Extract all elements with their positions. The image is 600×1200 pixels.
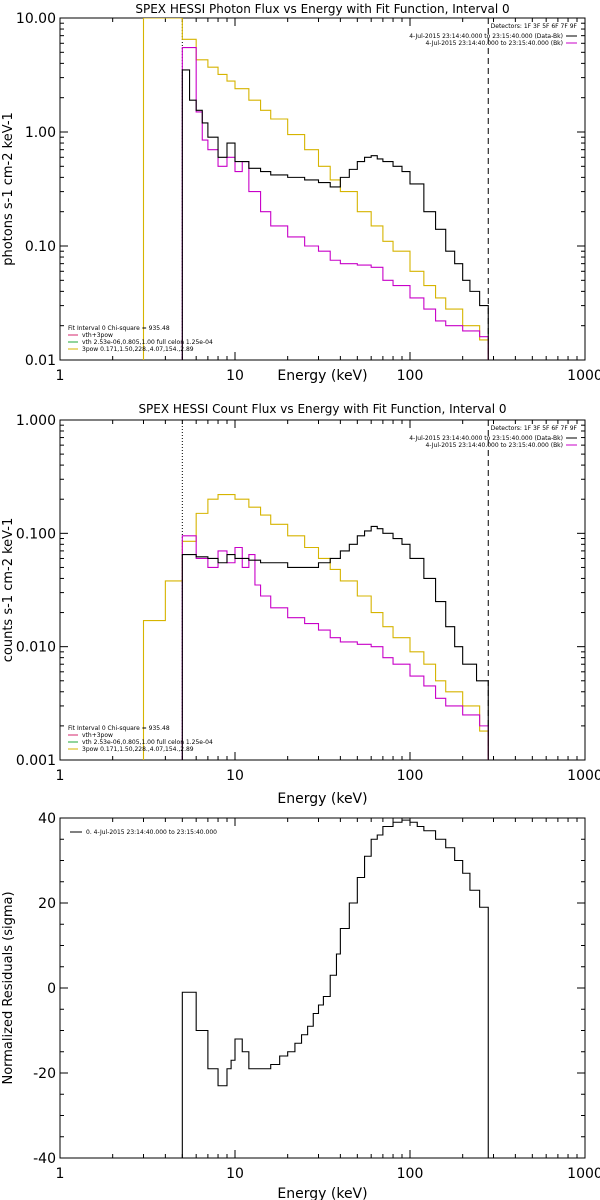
residuals-y-ticks: [60, 817, 585, 1159]
count-x-axis-label: Energy (keV): [277, 791, 367, 807]
residuals-xtick-label: 10: [226, 1166, 244, 1182]
residuals-x-axis-label: Energy (keV): [277, 1186, 367, 1200]
count-xtick-label: 1: [56, 768, 65, 784]
photon-series-powerlaw: [142, 18, 489, 360]
count-xtick-label: 10: [226, 768, 244, 784]
photon-fit-legend-label: 3pow 0.171,1.50,228.,4.07,154.,2.89: [82, 346, 194, 353]
residuals-series-data: [181, 819, 489, 1158]
count-detectors-label: Detectors: 1F 3F 5F 6F 7F 9F: [491, 425, 578, 432]
count-xtick-label: 100: [397, 768, 424, 784]
count-fit-legend-label: vth 2.53e-06,0.805,1.00 full celon 1.25e…: [82, 739, 213, 746]
count-panel: SPEX HESSI Count Flux vs Energy with Fit…: [1, 402, 600, 807]
count-ytick-label: 0.100: [16, 526, 56, 542]
residuals-axes-frame: [59, 817, 586, 1159]
count-fit-legend-header: Fit Interval 0 Chi-square = 935.48: [68, 725, 170, 732]
photon-ytick-label: 1.00: [25, 125, 56, 141]
photon-y-axis-label: photons s-1 cm-2 keV-1: [1, 112, 16, 266]
photon-fit-legend-header: Fit Interval 0 Chi-square = 935.48: [68, 325, 170, 332]
residuals-xtick-label: 1: [56, 1166, 65, 1182]
photon-xtick-label: 100: [397, 368, 424, 384]
count-fit-legend-label: 3pow 0.171,1.50,228.,4.07,154.,2.89: [82, 746, 194, 753]
residuals-ytick-label: 20: [38, 896, 56, 912]
photon-xtick-label: 1: [56, 368, 65, 384]
count-xtick-label: 1000: [567, 768, 600, 784]
count-fit-legend-label: vth+3pow: [82, 732, 113, 739]
photon-y-ticks: [60, 22, 585, 361]
photon-detectors-label: Detectors: 1F 3F 5F 6F 7F 9F: [491, 23, 578, 30]
photon-fit-legend-label: vth+3pow: [82, 332, 113, 339]
count-legend-label: 4-Jul-2015 23:14:40.000 to 23:15:40.000 …: [409, 435, 563, 442]
count-series-powerlaw: [142, 493, 489, 760]
residuals-y-axis-label: Normalized Residuals (sigma): [1, 891, 16, 1084]
count-axes-frame: [59, 419, 586, 761]
photon-xtick-label: 1000: [567, 368, 600, 384]
photon-axes-frame: [59, 17, 586, 361]
count-ytick-label: 1.000: [16, 413, 56, 429]
residuals-x-ticks: [59, 818, 586, 1158]
photon-legend-label: 4-Jul-2015 23:14:40.000 to 23:15:40.000 …: [425, 40, 563, 47]
residuals-ytick-label: -40: [33, 1151, 56, 1167]
count-ytick-label: 0.001: [16, 753, 56, 769]
count-y-axis-label: counts s-1 cm-2 keV-1: [1, 518, 16, 663]
photon-series-background: [181, 47, 489, 360]
count-legend-label: 4-Jul-2015 23:14:40.000 to 23:15:40.000 …: [425, 442, 563, 449]
count-series-data: [181, 525, 489, 760]
photon-fit-legend-label: vth 2.53e-06,0.805,1.00 full celon 1.25e…: [82, 339, 213, 346]
photon-panel: SPEX HESSI Photon Flux vs Energy with Fi…: [1, 2, 600, 384]
residuals-ytick-label: -20: [33, 1066, 56, 1082]
photon-legend-label: 4-Jul-2015 23:14:40.000 to 23:15:40.000 …: [409, 33, 563, 40]
photon-x-axis-label: Energy (keV): [277, 368, 367, 384]
count-title: SPEX HESSI Count Flux vs Energy with Fit…: [138, 402, 506, 416]
residuals-panel: 1 10 100 1000 -40 -20 0 20 40 Energy (keV) Normali…: [1, 811, 600, 1200]
residuals-ytick-label: 40: [38, 811, 56, 827]
residuals-xtick-label: 100: [397, 1166, 424, 1182]
photon-title: SPEX HESSI Photon Flux vs Energy with Fi…: [135, 2, 509, 16]
photon-ytick-label: 0.01: [25, 353, 56, 369]
photon-ytick-label: 0.10: [25, 239, 56, 255]
photon-ytick-label: 10.00: [16, 11, 56, 27]
residuals-xtick-label: 1000: [567, 1166, 600, 1182]
count-x-ticks: [59, 420, 586, 760]
count-y-ticks: [60, 424, 585, 761]
residuals-legend-label: 0. 4-Jul-2015 23:14:40.000 to 23:15:40.0…: [86, 829, 217, 836]
photon-xtick-label: 10: [226, 368, 244, 384]
photon-series-data: [181, 69, 489, 360]
photon-x-ticks: [59, 18, 586, 360]
count-ytick-label: 0.010: [16, 640, 56, 656]
residuals-ytick-label: 0: [47, 981, 56, 997]
